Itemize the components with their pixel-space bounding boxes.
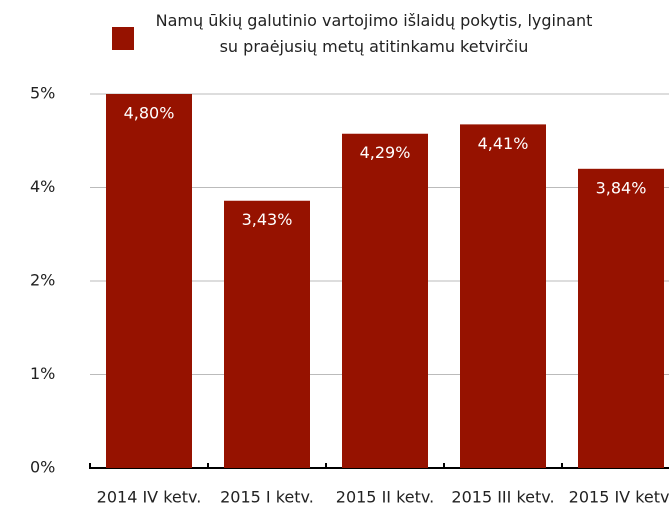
data-label: 3,84% bbox=[596, 178, 647, 197]
bar bbox=[106, 94, 192, 468]
data-label: 4,80% bbox=[124, 104, 175, 123]
data-label: 4,41% bbox=[478, 134, 529, 153]
x-tick-label: 2015 II ketv. bbox=[336, 488, 434, 507]
bar bbox=[224, 200, 310, 468]
data-label: 4,29% bbox=[360, 143, 411, 162]
x-tick-label: 2015 IV ketv. bbox=[569, 488, 669, 507]
y-tick-label: 0% bbox=[30, 458, 55, 477]
legend-label: Namų ūkių galutinio vartojimo išlaidų po… bbox=[155, 11, 593, 56]
bar bbox=[460, 124, 546, 468]
bar bbox=[342, 133, 428, 469]
bar bbox=[578, 168, 664, 469]
y-tick-label: 2% bbox=[30, 271, 55, 290]
x-tick-label: 2015 III ketv. bbox=[451, 488, 554, 507]
data-label: 3,43% bbox=[242, 210, 293, 229]
legend-swatch bbox=[112, 27, 134, 50]
y-tick-label: 5% bbox=[30, 84, 55, 103]
x-tick-label: 2015 I ketv. bbox=[220, 488, 314, 507]
y-tick-label: 4% bbox=[30, 177, 55, 196]
legend: Namų ūkių galutinio vartojimo išlaidų po… bbox=[112, 8, 632, 68]
x-tick-label: 2014 IV ketv. bbox=[97, 488, 202, 507]
y-tick-label: 1% bbox=[30, 364, 55, 383]
